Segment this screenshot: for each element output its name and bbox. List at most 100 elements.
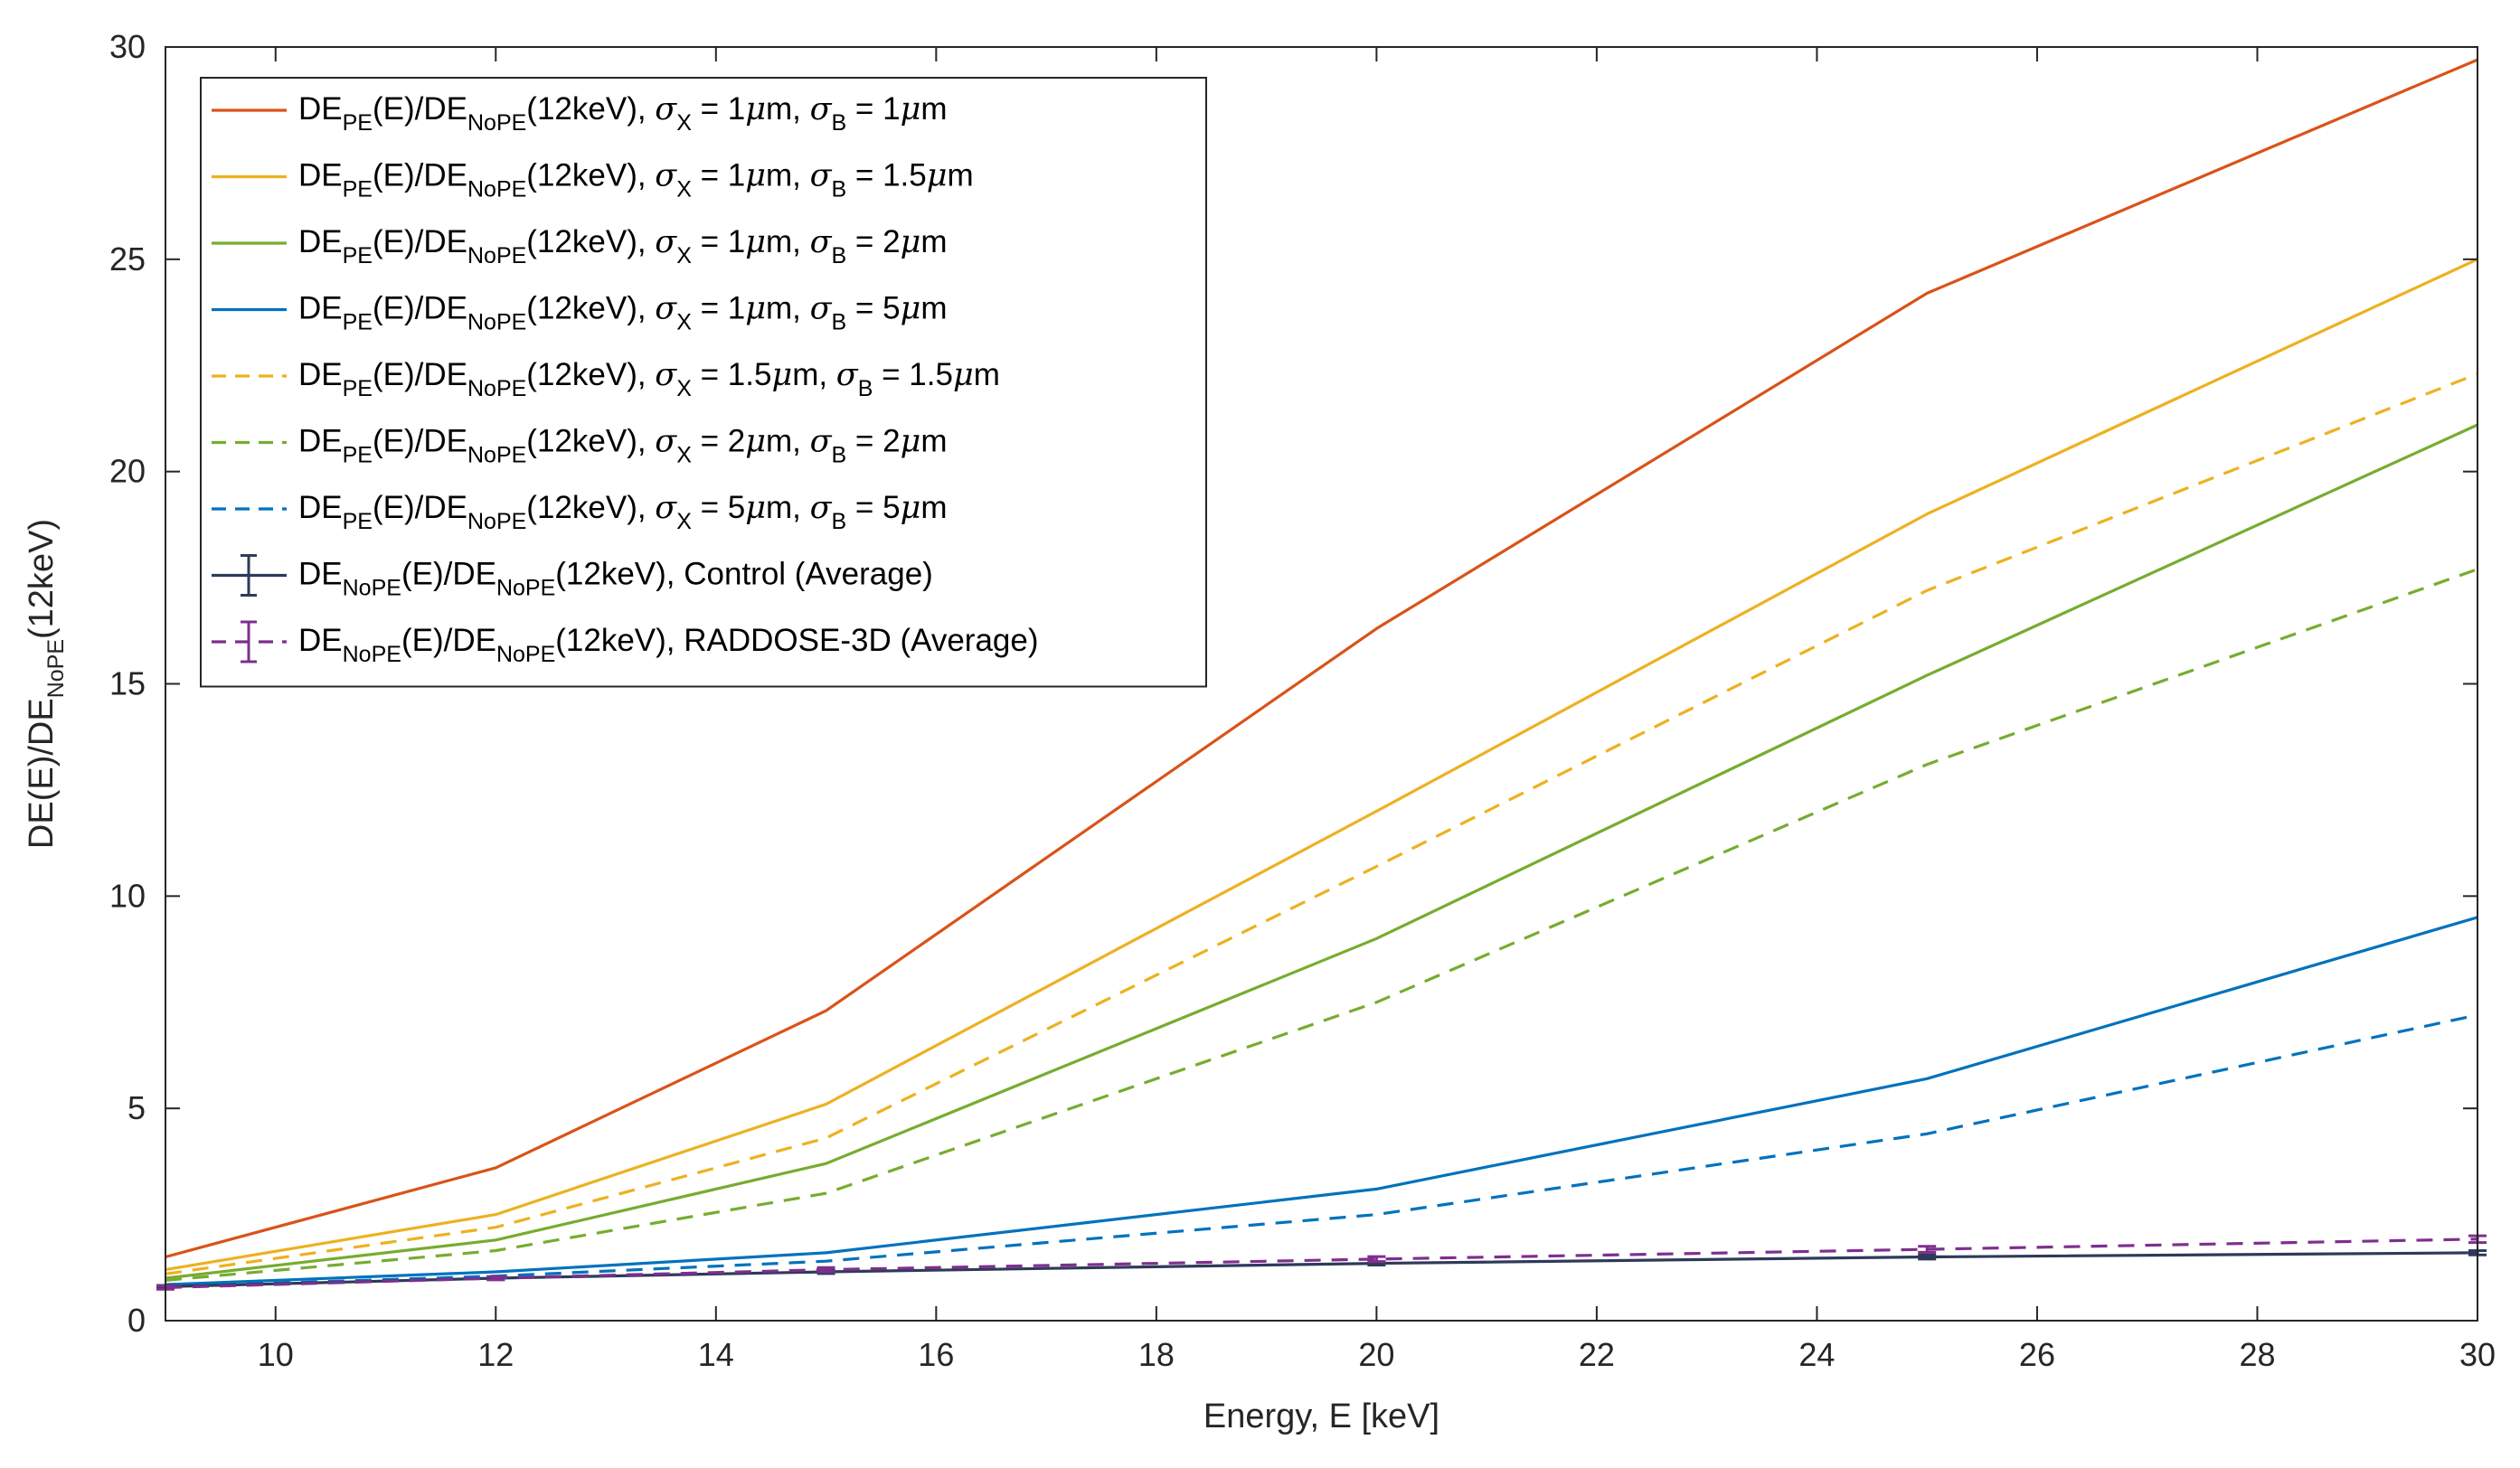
legend-label-part: m [920,424,947,459]
legend-label-part: σ [655,224,677,260]
legend-label-part: μ [927,158,948,194]
series-line-9 [165,1237,2478,1289]
legend-label-part: = 1 [692,91,745,127]
legend-label-part: m, [792,357,836,392]
legend-label-part: (E)/DE [401,557,496,592]
legend-label-part: DE [298,91,343,127]
legend-label-part: σ [655,158,677,194]
legend-label-part: X [676,110,692,136]
legend-label-part: DE [298,557,343,592]
y-tick-label: 20 [109,453,146,490]
legend-label-part: = 1 [692,291,745,326]
legend-label-part: B [832,443,847,468]
legend-label-part: m, [766,424,810,459]
legend-label-part: DE [298,291,343,326]
legend-label-part: m, [766,490,810,525]
legend-label-part: NoPE [496,576,555,601]
legend-label-part: = 1 [692,224,745,259]
legend-label-part: NoPE [467,376,526,401]
legend-label-part: = 1.5 [846,158,927,193]
legend-label: DEPE(E)/DENoPE(12keV), σX = 1μm, σB = 1μ… [298,91,947,136]
legend-label: DENoPE(E)/DENoPE(12keV), Control (Averag… [298,557,933,601]
legend-label: DENoPE(E)/DENoPE(12keV), RADDOSE-3D (Ave… [298,623,1039,667]
legend-label-part: (E)/DE [373,291,467,326]
legend-label-part: B [832,509,847,534]
y-tick-label: 15 [109,665,146,702]
legend-label-part: μ [901,224,921,260]
legend-label-part: X [676,509,692,534]
legend-label-part: X [676,376,692,401]
x-tick-label: 10 [258,1336,294,1373]
x-tick-label: 24 [1798,1336,1835,1373]
legend-label-part: DE [298,424,343,459]
legend-label-part: m, [766,91,810,127]
legend-label-part: NoPE [467,509,526,534]
legend-label-part: B [832,177,847,202]
legend-label-part: DE [298,623,343,658]
x-tick-label: 20 [1358,1336,1394,1373]
legend-label-part: (E)/DE [373,490,467,525]
legend-label-part: σ [655,291,677,327]
legend-label-part: B [832,243,847,268]
legend-label: DEPE(E)/DENoPE(12keV), σX = 1.5μm, σB = … [298,357,1000,401]
legend-label-part: = 2 [692,424,745,459]
legend-label-part: σ [810,224,833,260]
legend-label-part: m, [766,291,810,326]
y-axis-title-sub: NoPE [43,639,69,698]
legend-label-part: DE [298,490,343,525]
legend-label-part: m [974,357,1000,392]
legend: DEPE(E)/DENoPE(12keV), σX = 1μm, σB = 1μ… [200,77,1207,688]
y-axis-title: DE(E)/DENoPE(12keV) [23,519,69,849]
legend-label-part: μ [745,224,766,260]
series-line-4 [165,916,2478,1286]
legend-label-part: m, [766,224,810,259]
legend-label-part: (12keV), [526,357,655,392]
series-line-6 [165,568,2478,1282]
legend-label-part: NoPE [467,177,526,202]
legend-label-part: X [676,443,692,468]
legend-label-part: B [832,310,847,335]
legend-label-part: NoPE [343,642,401,667]
legend-label-part: (E)/DE [373,91,467,127]
legend-label-part: NoPE [467,110,526,136]
legend-label: DEPE(E)/DENoPE(12keV), σX = 1μm, σB = 2μ… [298,224,947,268]
legend-label-part: (E)/DE [373,357,467,392]
series-line-5 [165,372,2478,1275]
legend-label-part: PE [343,509,373,534]
legend-label-part: X [676,310,692,335]
legend-label-part: (E)/DE [373,424,467,459]
legend-label-part: = 5 [846,291,900,326]
legend-label-part: (E)/DE [373,158,467,193]
legend-label-part: μ [901,291,921,327]
legend-label-part: σ [655,357,677,393]
y-tick-label: 10 [109,877,146,914]
legend-label-part: B [832,110,847,136]
y-tick-label: 5 [127,1089,146,1126]
y-tick-label: 25 [109,240,146,278]
legend-label-part: μ [901,490,921,526]
legend-label-part: X [676,177,692,202]
legend-label-part: NoPE [467,243,526,268]
y-tick-label: 30 [109,28,146,65]
y-axis-title-main: DE(E)/DE [23,698,61,849]
series-line-1 [165,58,2478,1259]
legend-label-part: PE [343,110,373,136]
legend-label-part: σ [810,158,833,194]
x-tick-label: 22 [1579,1336,1615,1373]
legend-label-part: (12keV), [526,490,655,525]
legend-label-part: (12keV), [526,91,655,127]
series-line-2 [165,258,2478,1272]
x-tick-label: 12 [477,1336,514,1373]
legend-label-part: = 2 [846,224,900,259]
x-tick-label: 30 [2459,1336,2496,1373]
legend-label-part: (E)/DE [401,623,496,658]
legend-label-part: PE [343,310,373,335]
legend-label-part: = 1.5 [873,357,953,392]
x-axis-title: Energy, E [keV] [1203,1397,1439,1435]
legend-label: DEPE(E)/DENoPE(12keV), σX = 1μm, σB = 1.… [298,158,974,202]
legend-label-part: PE [343,376,373,401]
legend-label-part: σ [810,490,833,526]
legend-label-part: NoPE [467,443,526,468]
legend-label-part: DE [298,357,343,392]
y-tick-label: 0 [127,1302,146,1339]
